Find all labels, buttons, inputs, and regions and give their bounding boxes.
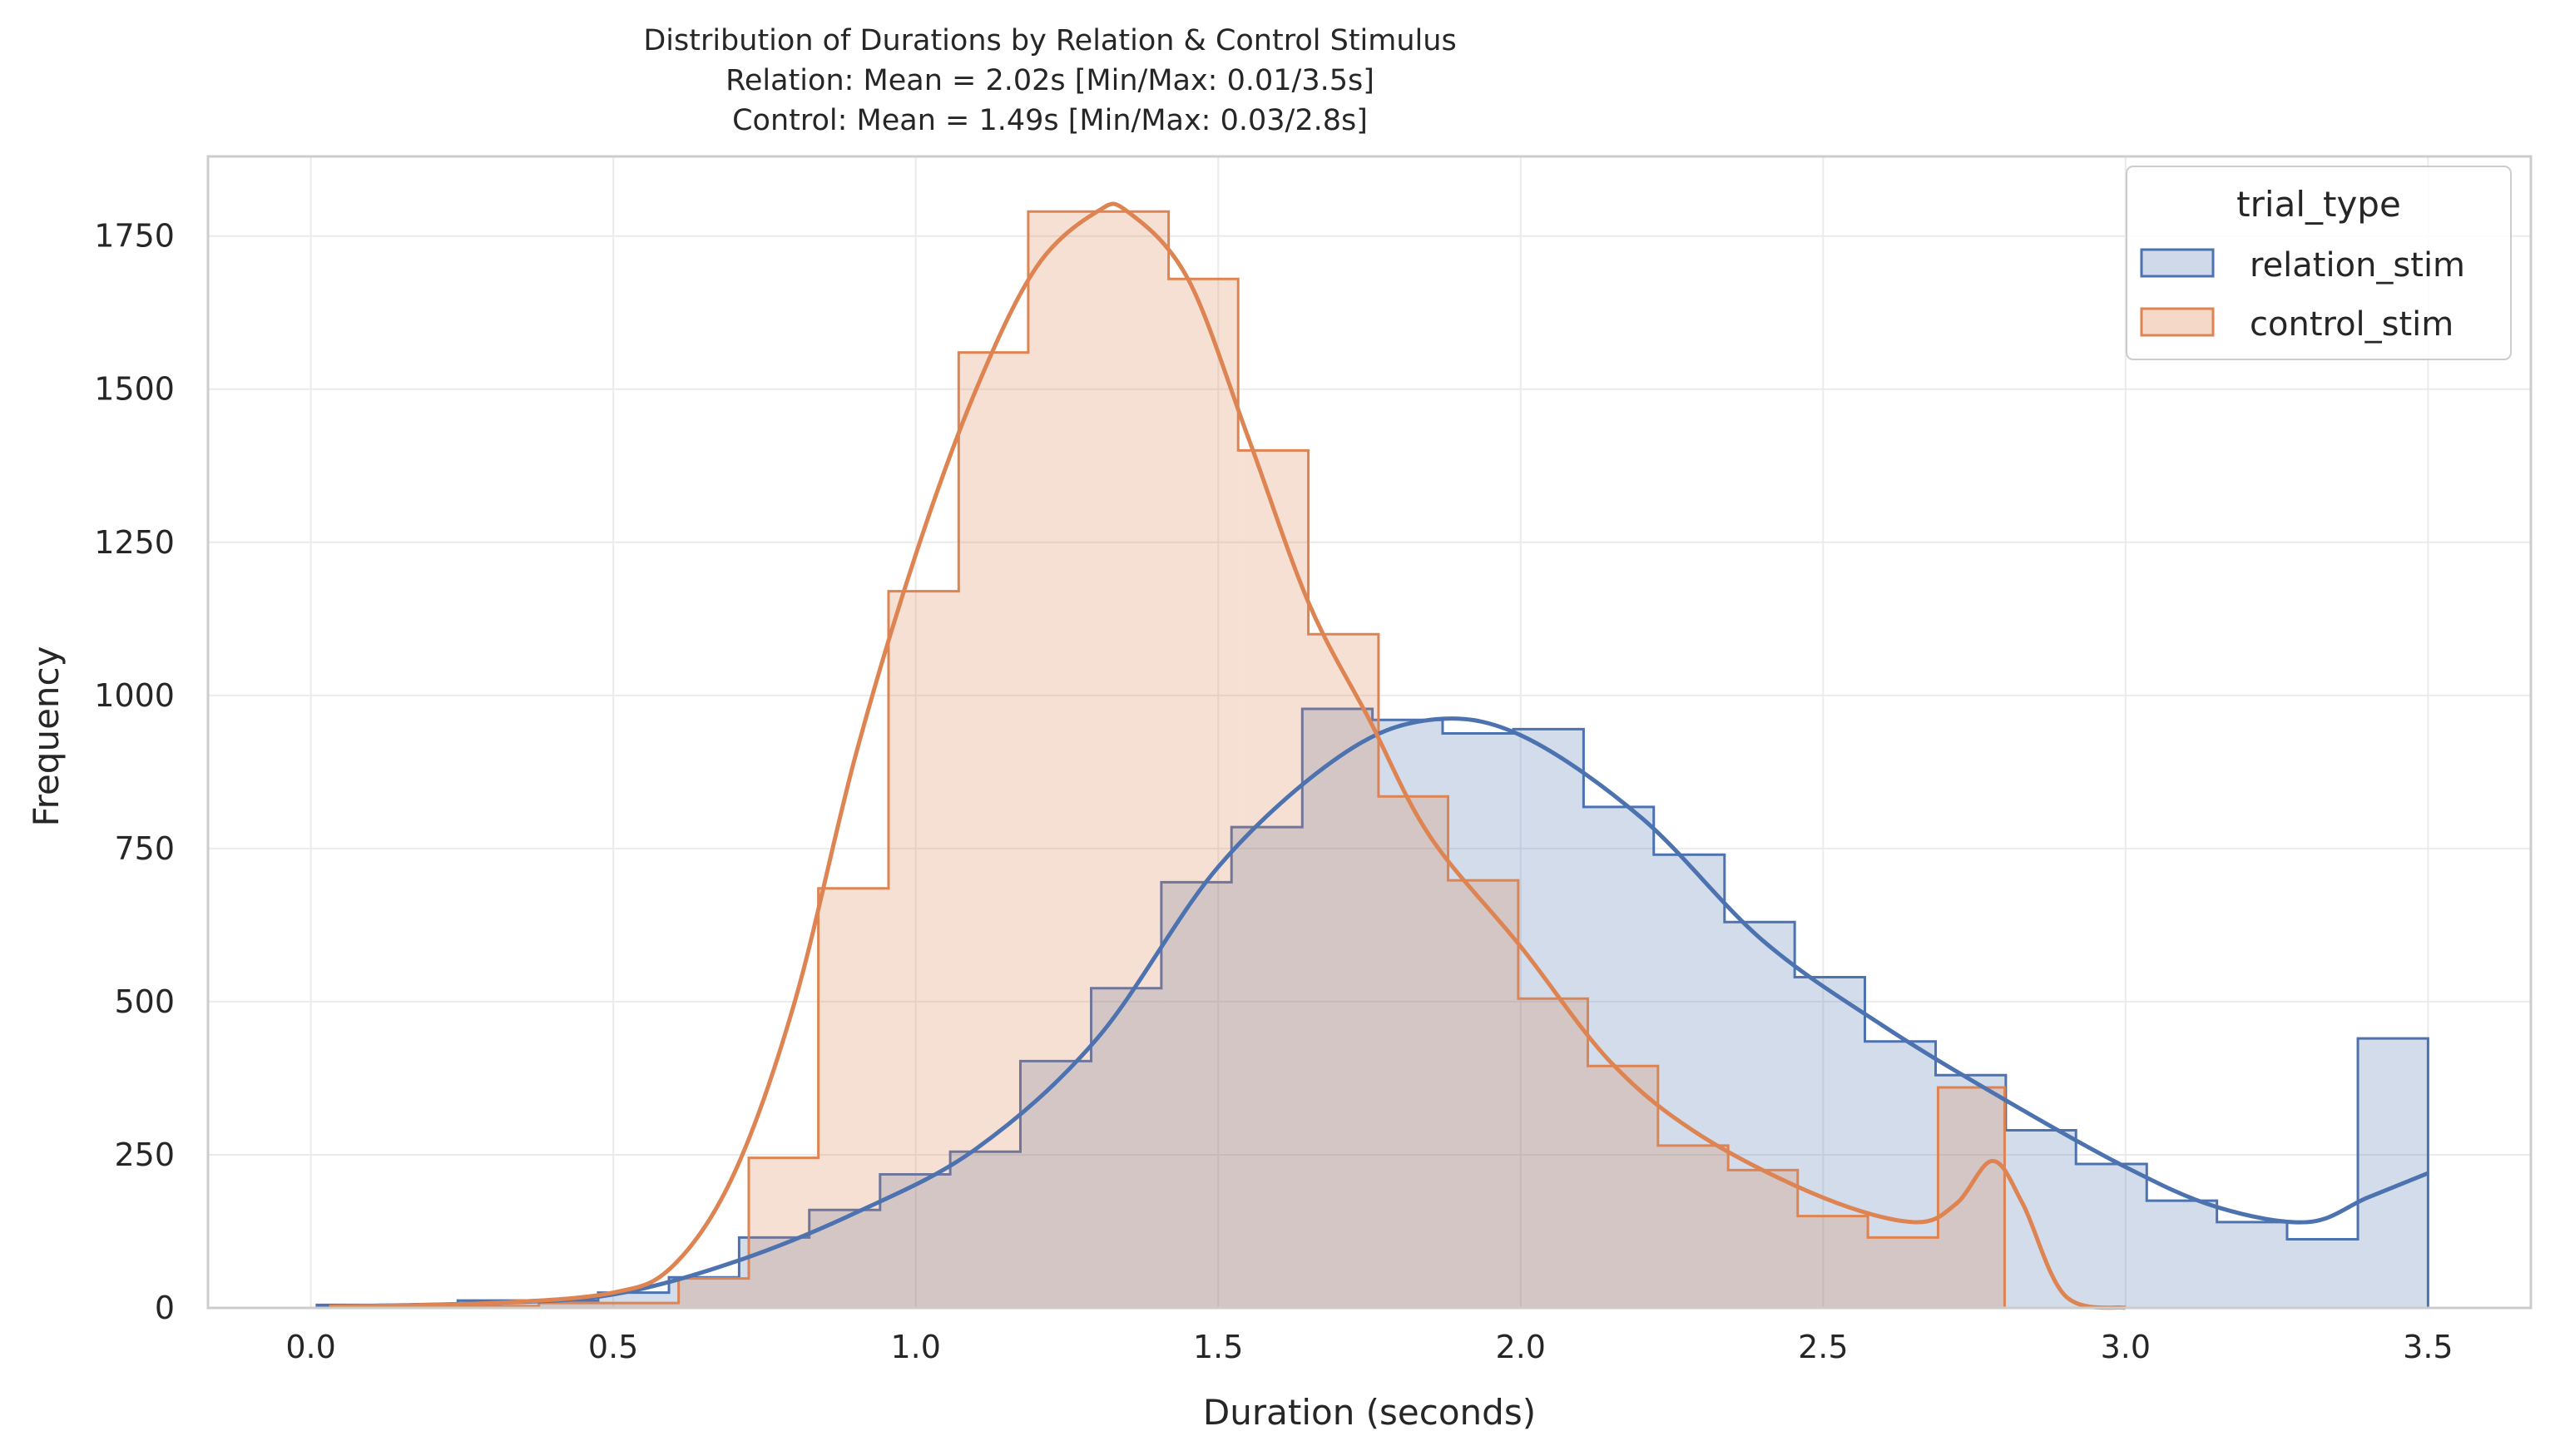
bar-relation-stim <box>669 1277 740 1308</box>
legend-title: trial_type <box>2236 184 2401 225</box>
bar-control-stim <box>1378 796 1448 1308</box>
kde-line-relation-stim <box>316 716 2429 1310</box>
bar-control-stim <box>1027 211 1099 1308</box>
y-tick-label: 1000 <box>94 677 175 714</box>
x-tick-label: 2.0 <box>1496 1329 1546 1365</box>
bar-control-stim <box>678 1278 750 1308</box>
title-line-2: Relation: Mean = 2.02s [Min/Max: 0.01/3.… <box>725 64 1374 97</box>
bars-control-stim <box>327 210 2006 1309</box>
bar-relation-stim <box>2216 1221 2287 1308</box>
x-axis-ticks: 0.0 0.5 1.0 1.5 2.0 2.5 3.0 3.5 <box>285 1329 2453 1365</box>
bar-relation-stim <box>1442 733 1514 1308</box>
x-tick-label: 2.5 <box>1798 1329 1848 1365</box>
bar-control-stim <box>818 888 889 1308</box>
y-tick-label: 500 <box>114 983 175 1020</box>
bar-control-stim <box>888 591 959 1308</box>
title-line-3: Control: Mean = 1.49s [Min/Max: 0.03/2.8… <box>732 104 1368 137</box>
bar-relation-stim <box>2076 1164 2147 1308</box>
bar-control-stim <box>1728 1170 1798 1308</box>
bar-relation-stim <box>1513 729 1584 1308</box>
bar-relation-stim <box>1231 827 1303 1308</box>
histogram-bars <box>315 210 2429 1309</box>
bar-relation-stim <box>2358 1038 2429 1308</box>
chart-title: Distribution of Durations by Relation & … <box>643 24 1456 137</box>
bar-control-stim <box>1168 279 1239 1309</box>
bar-relation-stim <box>1091 988 1161 1308</box>
grid-lines <box>208 156 2531 1309</box>
bar-control-stim <box>1587 1066 1658 1308</box>
y-tick-label: 750 <box>114 830 175 867</box>
bar-control-stim <box>1797 1216 1869 1308</box>
bar-control-stim <box>958 352 1028 1308</box>
bar-relation-stim <box>2005 1130 2077 1308</box>
legend: trial_type relation_stim control_stim <box>2126 166 2512 360</box>
bar-control-stim <box>1308 634 1379 1308</box>
y-axis-label: Frequency <box>26 646 67 827</box>
bar-control-stim <box>1098 211 1169 1308</box>
x-tick-label: 1.0 <box>890 1329 940 1365</box>
x-tick-label: 1.5 <box>1193 1329 1243 1365</box>
plot-frame <box>206 155 2533 1310</box>
bar-control-stim <box>1868 1237 1939 1308</box>
x-tick-label: 0.5 <box>588 1329 638 1365</box>
x-tick-label: 0.0 <box>285 1329 335 1365</box>
x-axis-label: Duration (seconds) <box>1203 1392 1536 1433</box>
bar-relation-stim <box>1302 709 1373 1308</box>
y-tick-label: 1250 <box>94 524 175 561</box>
bar-relation-stim <box>1372 720 1443 1308</box>
y-axis-ticks: 0 250 500 750 1000 1250 1500 1750 <box>94 218 175 1326</box>
legend-label-relation-stim: relation_stim <box>2250 246 2465 285</box>
bar-relation-stim <box>1583 806 1654 1308</box>
y-tick-label: 1750 <box>94 218 175 255</box>
y-tick-label: 1500 <box>94 371 175 408</box>
legend-label-control-stim: control_stim <box>2250 305 2453 344</box>
legend-box <box>2126 166 2512 360</box>
bar-relation-stim <box>1935 1075 2006 1308</box>
bar-control-stim <box>1448 880 1518 1308</box>
bars-relation-stim <box>315 707 2429 1308</box>
bar-relation-stim <box>2286 1239 2359 1308</box>
title-line-1: Distribution of Durations by Relation & … <box>643 24 1456 57</box>
bar-control-stim <box>1518 998 1588 1308</box>
legend-swatch-relation-stim <box>2140 248 2215 278</box>
bar-control-stim <box>1238 450 1309 1308</box>
bar-control-stim <box>538 1303 610 1308</box>
bar-relation-stim <box>2146 1201 2217 1308</box>
bar-relation-stim <box>1795 977 1865 1308</box>
x-tick-label: 3.0 <box>2101 1329 2151 1365</box>
bar-relation-stim <box>950 1151 1021 1308</box>
bar-control-stim <box>1657 1145 1729 1308</box>
bar-control-stim <box>609 1303 679 1308</box>
bar-relation-stim <box>1653 854 1725 1308</box>
bar-relation-stim <box>1724 922 1795 1308</box>
bar-relation-stim <box>1864 1041 1936 1308</box>
bar-relation-stim <box>1161 882 1232 1308</box>
y-tick-label: 250 <box>114 1137 175 1173</box>
kde-line-control-stim <box>329 201 2127 1310</box>
y-tick-label: 0 <box>155 1290 175 1326</box>
bar-control-stim <box>1938 1087 2005 1308</box>
legend-swatch-control-stim <box>2140 307 2215 337</box>
x-tick-label: 3.5 <box>2403 1329 2453 1365</box>
kde-curves <box>316 201 2429 1310</box>
